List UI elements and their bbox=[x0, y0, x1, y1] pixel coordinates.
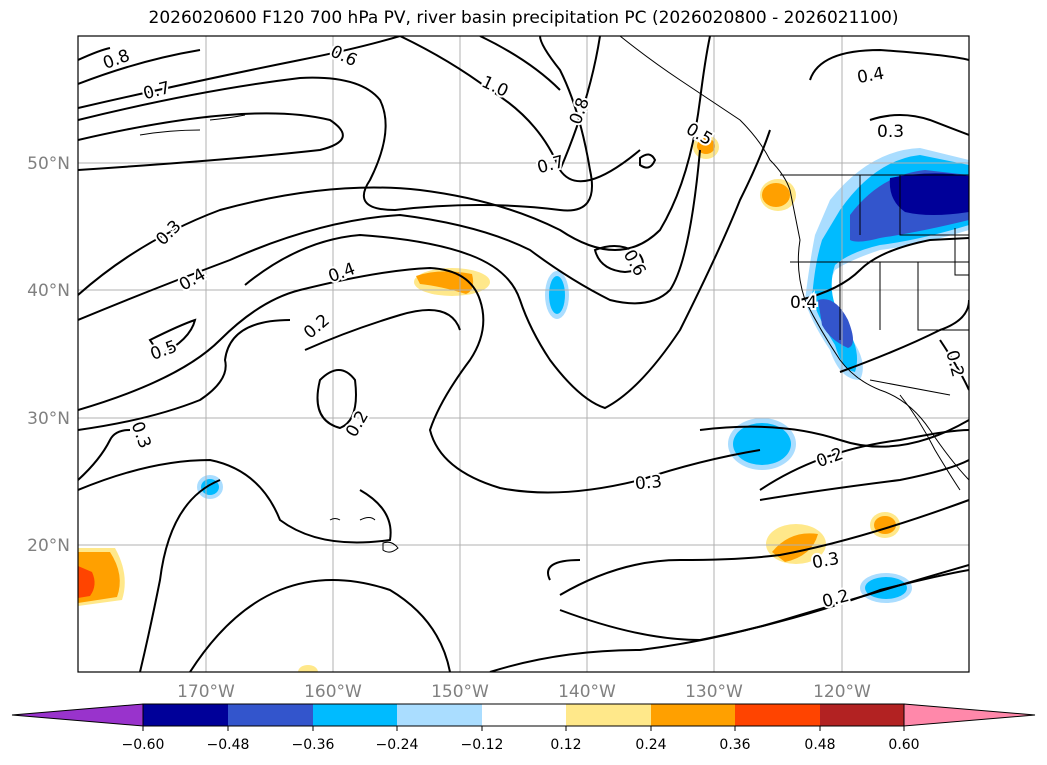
lat-tick-labels: 50°N 40°N 30°N 20°N bbox=[27, 154, 70, 556]
colorbar-outline bbox=[142, 703, 905, 727]
contour-label: 0.2 bbox=[342, 407, 373, 440]
coastlines bbox=[139, 36, 969, 553]
contour-label: 0.8 bbox=[566, 95, 594, 127]
contour-label: 0.2 bbox=[814, 444, 846, 472]
colorbar-segment bbox=[397, 704, 482, 726]
lat-tick-label: 30°N bbox=[27, 409, 70, 429]
colorbar-tick-label: −0.36 bbox=[292, 737, 335, 753]
lon-tick-label: 150°W bbox=[431, 682, 489, 702]
contour-label: 0.4 bbox=[790, 293, 817, 313]
pv-contours bbox=[78, 36, 969, 672]
colorbar-segment bbox=[143, 704, 228, 726]
lon-tick-labels: 170°W 160°W 150°W 140°W 130°W 120°W bbox=[177, 682, 871, 702]
contour-label: 0.2 bbox=[300, 310, 334, 343]
colorbar-segment bbox=[228, 704, 313, 726]
contour-label: 0.6 bbox=[619, 246, 650, 279]
colorbar-tick-label: 0.24 bbox=[635, 737, 666, 753]
colorbar-tick-label: −0.24 bbox=[376, 737, 419, 753]
colorbar-segment bbox=[820, 704, 904, 726]
colorbar-tick-label: −0.12 bbox=[461, 737, 504, 753]
colorbar-tick-label: 0.60 bbox=[888, 737, 919, 753]
lat-tick-label: 20°N bbox=[27, 536, 70, 556]
contour-label: 0.5 bbox=[148, 337, 180, 365]
colorbar-extend-high bbox=[903, 703, 1036, 727]
colorbar-segment bbox=[651, 704, 735, 726]
contour-label: 0.3 bbox=[127, 419, 155, 451]
contour-label: 1.0 bbox=[478, 72, 511, 102]
contour-label: 0.3 bbox=[634, 472, 663, 494]
colorbar-segment bbox=[482, 704, 566, 726]
contour-label: 0.7 bbox=[535, 152, 566, 178]
precip-negative-california bbox=[818, 299, 853, 348]
colorbar-tick-label: −0.60 bbox=[122, 737, 165, 753]
lon-tick-label: 170°W bbox=[177, 682, 235, 702]
colorbar-tick-label: 0.36 bbox=[719, 737, 750, 753]
colorbar-segment bbox=[566, 704, 651, 726]
lon-tick-label: 130°W bbox=[685, 682, 743, 702]
colorbar-segment bbox=[313, 704, 397, 726]
precip-positive-south-edge bbox=[298, 665, 318, 672]
lon-tick-label: 120°W bbox=[813, 682, 871, 702]
contour-label: 0.4 bbox=[326, 259, 358, 287]
colorbar-tick-label: 0.48 bbox=[804, 737, 835, 753]
lon-tick-label: 160°W bbox=[304, 682, 362, 702]
lon-tick-label: 140°W bbox=[558, 682, 616, 702]
contour-label: 0.2 bbox=[941, 348, 967, 379]
gridlines bbox=[78, 36, 969, 672]
map-frame bbox=[77, 35, 970, 673]
lat-tick-label: 40°N bbox=[27, 281, 70, 301]
colorbar: −0.60 −0.48 −0.36 −0.24 −0.12 0.12 0.24 … bbox=[11, 703, 1036, 753]
colorbar-extend-low bbox=[11, 703, 144, 727]
contour-label: 0.3 bbox=[811, 549, 841, 573]
lat-tick-label: 50°N bbox=[27, 154, 70, 174]
contour-label: 0.3 bbox=[152, 217, 185, 250]
colorbar-tick-label: 0.12 bbox=[550, 737, 581, 753]
contour-label: 0.6 bbox=[327, 42, 360, 72]
precip-negative-northwest-max bbox=[889, 173, 969, 215]
chart-title: 2026020600 F120 700 hPa PV, river basin … bbox=[148, 8, 899, 28]
colorbar-tick-label: −0.48 bbox=[207, 737, 250, 753]
colorbar-segment bbox=[735, 704, 820, 726]
contour-label: 0.4 bbox=[856, 64, 886, 88]
contour-label: 0.3 bbox=[877, 122, 904, 142]
contour-label: 0.2 bbox=[820, 586, 851, 612]
